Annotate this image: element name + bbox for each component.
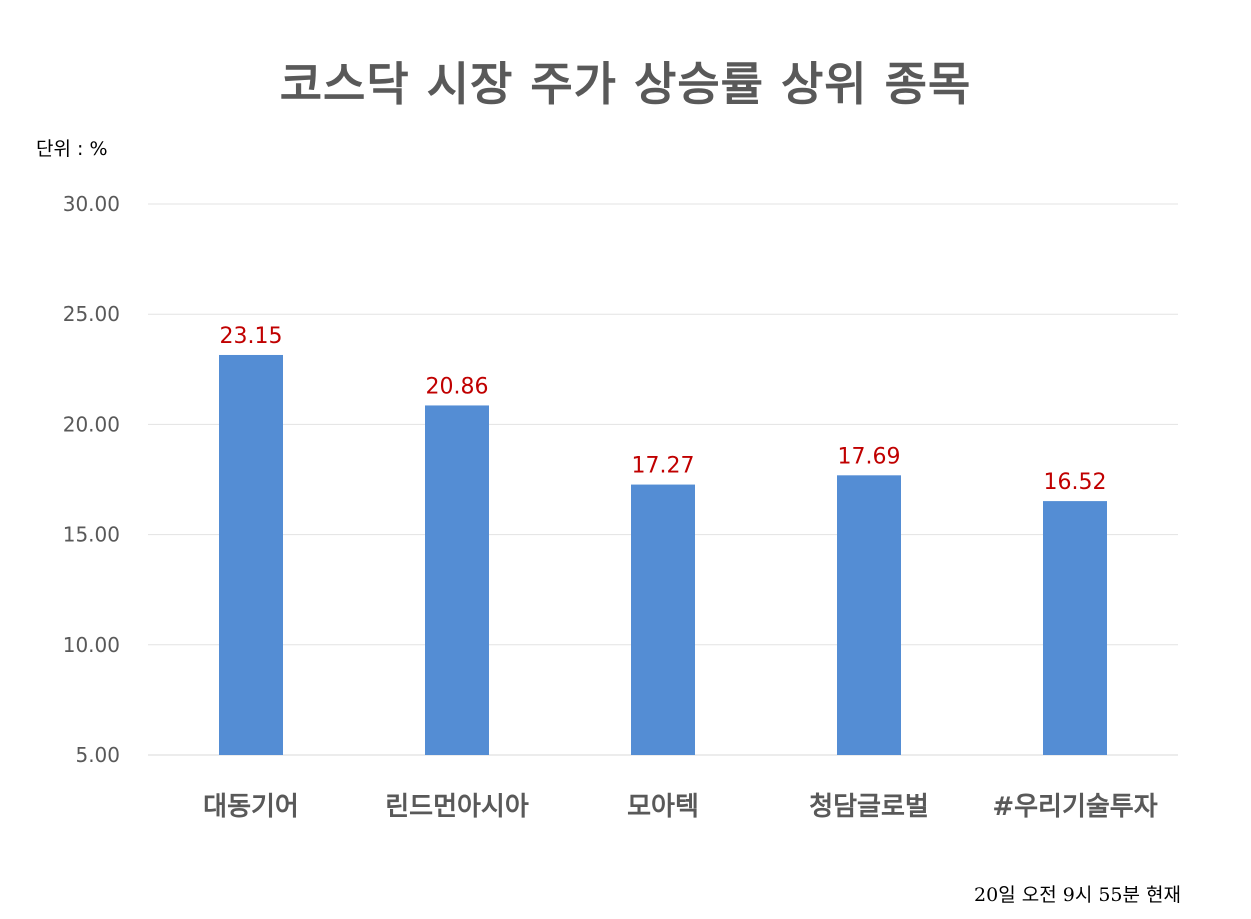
- x-category-label: 린드먼아시아: [385, 792, 529, 822]
- chart-title: 코스닥 시장 주가 상승률 상위 종목: [279, 57, 972, 111]
- unit-label: 단위 : %: [36, 138, 108, 160]
- bar: [837, 475, 901, 755]
- data-label: 17.69: [838, 444, 901, 469]
- bar: [631, 484, 695, 755]
- timestamp-note: 20일 오전 9시 55분 현재: [974, 884, 1181, 906]
- y-tick-label: 30.00: [63, 192, 120, 216]
- bar: [219, 354, 283, 755]
- data-label: 23.15: [220, 324, 283, 349]
- bar: [1043, 501, 1107, 755]
- y-tick-label: 5.00: [75, 743, 120, 767]
- y-tick-label: 10.00: [63, 633, 120, 657]
- x-category-label: 대동기어: [203, 792, 299, 822]
- data-label: 16.52: [1044, 470, 1107, 495]
- x-category-label: 청담글로벌: [809, 792, 929, 822]
- y-tick-label: 25.00: [63, 302, 120, 326]
- y-tick-label: 15.00: [63, 523, 120, 547]
- data-label: 20.86: [426, 374, 489, 399]
- x-category-label: 모아텍: [627, 792, 699, 822]
- x-category-label: #우리기술투자: [992, 792, 1157, 822]
- y-tick-label: 20.00: [63, 412, 120, 436]
- data-label: 17.27: [632, 454, 695, 479]
- bar: [425, 405, 489, 755]
